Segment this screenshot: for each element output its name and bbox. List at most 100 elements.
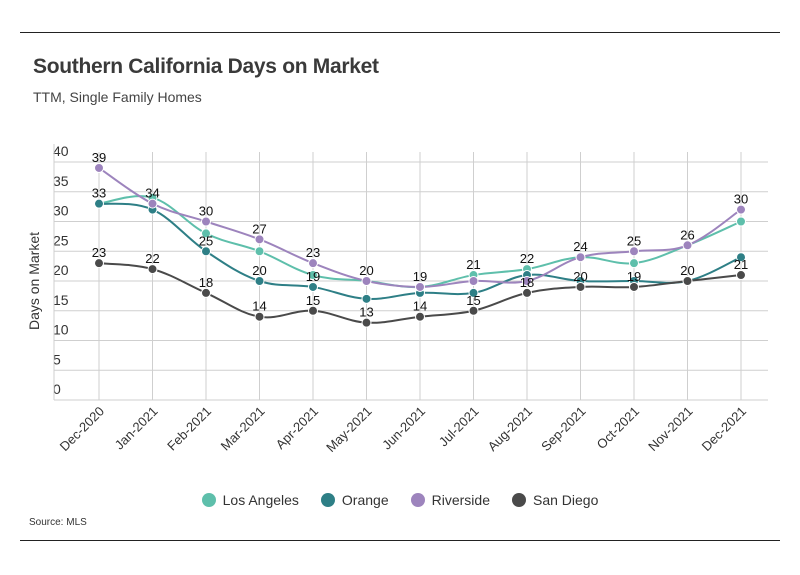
data-label-orange: 19 — [306, 269, 320, 284]
data-label-riverside: 24 — [573, 239, 587, 254]
legend-swatch — [410, 493, 425, 507]
data-point-san-diego — [254, 311, 265, 322]
data-point-riverside — [468, 276, 479, 286]
data-point-riverside — [415, 281, 425, 292]
data-point-san-diego — [201, 287, 211, 298]
legend-swatch — [511, 493, 526, 507]
data-point-orange — [308, 281, 318, 292]
legend-swatch — [320, 493, 335, 507]
y-tick-label: 40 — [53, 143, 69, 159]
y-axis-title: Days on Market — [26, 232, 42, 330]
data-point-riverside — [522, 276, 532, 286]
data-point-los-angeles — [308, 270, 318, 281]
data-point-riverside — [308, 258, 318, 269]
legend-item-riverside: Riverside — [410, 492, 490, 508]
data-point-orange — [736, 252, 746, 263]
x-tick-label: Feb-2021 — [164, 404, 214, 454]
data-label-riverside: 20 — [359, 263, 373, 278]
data-point-san-diego — [629, 281, 639, 292]
data-label-orange: 25 — [199, 233, 213, 248]
data-label-san-diego: 18 — [520, 275, 534, 290]
data-label-riverside: 25 — [627, 233, 641, 248]
y-tick-label: 35 — [53, 173, 69, 189]
data-point-riverside — [147, 198, 158, 209]
x-tick-label: Nov-2021 — [645, 404, 695, 454]
data-point-riverside — [361, 276, 372, 286]
legend-label: Los Angeles — [222, 492, 299, 508]
data-label-san-diego: 14 — [413, 299, 427, 314]
legend-item-orange: Orange — [320, 492, 389, 508]
data-point-orange — [361, 293, 372, 304]
x-tick-label: May-2021 — [323, 404, 374, 455]
data-label-san-diego: 20 — [573, 269, 587, 284]
data-point-los-angeles — [629, 258, 639, 269]
data-point-san-diego — [575, 281, 586, 292]
data-point-san-diego — [308, 305, 318, 316]
bottom-rule — [20, 540, 780, 541]
y-tick-label: 30 — [53, 203, 69, 219]
data-label-san-diego: 20 — [680, 263, 694, 278]
data-label-riverside: 39 — [92, 150, 106, 165]
data-point-los-angeles — [736, 216, 746, 227]
source-note: Source: MLS — [29, 517, 87, 528]
data-label-riverside: 30 — [734, 192, 748, 207]
data-label-los-angeles: 21 — [466, 257, 480, 272]
y-tick-label: 25 — [53, 232, 69, 248]
x-tick-label: Jun-2021 — [379, 404, 428, 453]
legend-label: Riverside — [431, 492, 490, 508]
data-label-san-diego: 19 — [627, 269, 641, 284]
data-label-riverside: 34 — [145, 186, 159, 201]
y-tick-label: 20 — [53, 262, 69, 278]
data-point-orange — [254, 276, 265, 286]
y-tick-label: 5 — [53, 351, 61, 367]
data-point-orange — [94, 198, 104, 209]
y-tick-label: 10 — [53, 322, 69, 338]
data-point-san-diego — [682, 276, 693, 286]
data-point-riverside — [736, 204, 746, 215]
data-point-san-diego — [94, 258, 104, 269]
y-tick-label: 0 — [53, 381, 61, 397]
data-point-san-diego — [147, 264, 158, 275]
data-point-san-diego — [736, 270, 746, 281]
data-point-los-angeles — [201, 228, 211, 239]
data-label-san-diego: 14 — [252, 299, 266, 314]
y-tick-label: 15 — [53, 292, 69, 308]
legend-label: Orange — [341, 492, 389, 508]
data-label-orange: 20 — [252, 263, 266, 278]
x-tick-label: Apr-2021 — [273, 404, 321, 452]
data-label-san-diego: 15 — [466, 293, 480, 308]
x-tick-label: Jan-2021 — [112, 404, 161, 453]
legend-item-san-diego: San Diego — [511, 492, 598, 508]
x-tick-label: Aug-2021 — [485, 404, 535, 454]
data-label-san-diego: 22 — [145, 251, 159, 266]
data-label-riverside: 26 — [680, 227, 694, 242]
data-point-riverside — [254, 234, 265, 245]
data-point-orange — [468, 287, 479, 298]
data-point-orange — [201, 246, 211, 257]
data-point-riverside — [201, 216, 211, 227]
x-tick-label: Sep-2021 — [538, 404, 588, 454]
x-tick-label: Mar-2021 — [218, 404, 268, 454]
data-label-orange: 33 — [92, 186, 106, 201]
x-tick-label: Dec-2020 — [57, 404, 107, 454]
data-point-san-diego — [361, 317, 372, 328]
data-label-san-diego: 13 — [359, 305, 373, 320]
data-label-riverside: 27 — [252, 221, 266, 236]
x-tick-label: Oct-2021 — [594, 404, 642, 452]
data-point-los-angeles — [254, 246, 265, 257]
data-point-riverside — [575, 252, 586, 263]
data-label-riverside: 19 — [413, 269, 427, 284]
x-tick-label: Jul-2021 — [436, 404, 482, 450]
data-label-san-diego: 23 — [92, 245, 106, 260]
chart-title: Southern California Days on Market — [33, 55, 379, 78]
data-point-san-diego — [468, 305, 479, 316]
data-point-san-diego — [522, 287, 532, 298]
data-label-san-diego: 18 — [199, 275, 213, 290]
legend-swatch — [201, 493, 216, 507]
top-rule — [20, 32, 780, 33]
data-label-san-diego: 15 — [306, 293, 320, 308]
data-point-riverside — [629, 246, 639, 257]
data-label-riverside: 23 — [306, 245, 320, 260]
data-label-san-diego: 21 — [734, 257, 748, 272]
